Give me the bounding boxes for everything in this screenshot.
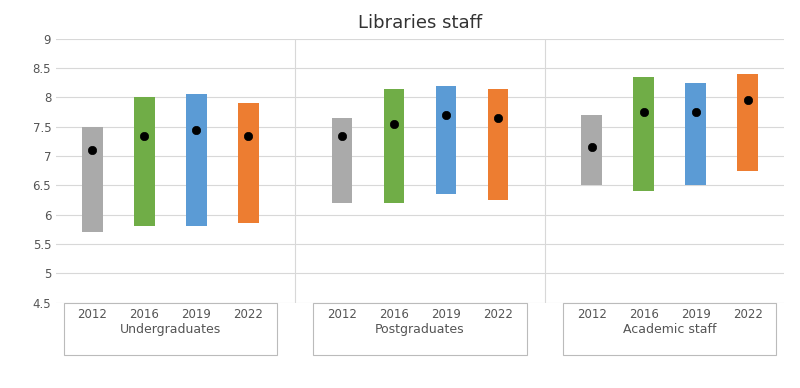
Text: Undergraduates: Undergraduates <box>120 322 221 336</box>
Title: Libraries staff: Libraries staff <box>358 14 482 32</box>
Bar <box>82 127 102 232</box>
Bar <box>436 86 456 194</box>
Bar <box>332 118 353 203</box>
Bar <box>134 97 155 227</box>
Bar <box>738 74 758 171</box>
Bar <box>384 88 405 203</box>
Bar <box>488 88 509 200</box>
Bar <box>685 83 706 185</box>
Text: Academic staff: Academic staff <box>623 322 716 336</box>
Text: Postgraduates: Postgraduates <box>375 322 465 336</box>
Bar <box>581 115 602 185</box>
Bar <box>186 95 206 227</box>
Bar <box>634 77 654 191</box>
Bar <box>238 103 259 223</box>
